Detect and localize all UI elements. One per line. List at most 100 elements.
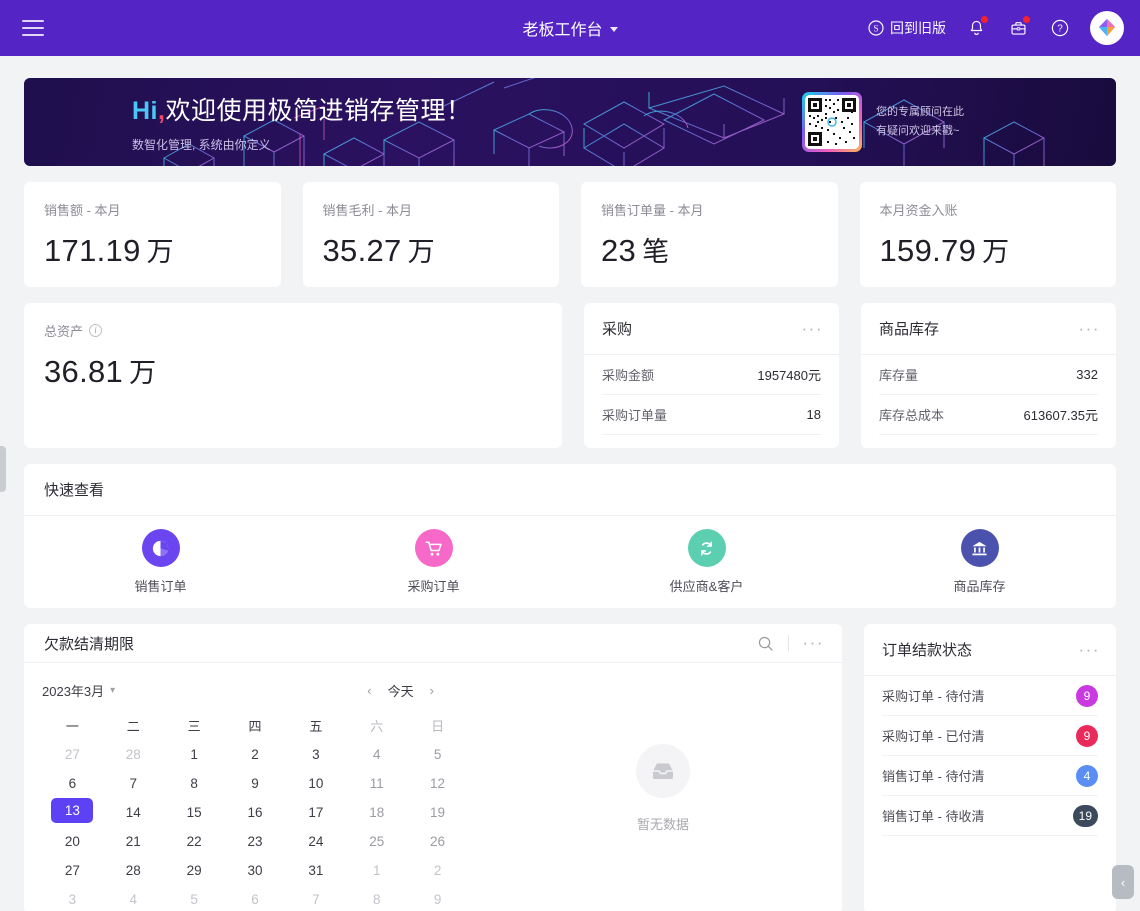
calendar-today-button[interactable]: 今天 [387,683,414,699]
calendar-day-cell[interactable]: 2 [251,747,259,762]
order-status-header: 订单结款状态 ··· [864,624,1116,676]
calendar-day-cell[interactable]: 8 [190,776,198,791]
qr-advisor-block[interactable]: 您的专属顾问在此 有疑问欢迎来戳~ [802,92,964,152]
order-status-label: 销售订单 - 待付清 [882,769,985,784]
drag-handle-icon[interactable] [0,446,6,492]
calendar-day-cell[interactable]: 17 [308,805,324,820]
calendar-day-cell[interactable]: 19 [430,805,446,820]
calendar-day-cell[interactable]: 21 [125,834,141,849]
quick-item-purchase-order[interactable]: 采购订单 [297,516,570,608]
calendar-day-cell[interactable]: 24 [308,834,324,849]
banner-headline-text: 欢迎使用极简进销存管理！ [165,97,472,125]
back-to-old-version-label: 回到旧版 [890,20,946,36]
workbench-switcher[interactable]: 老板工作台 [522,16,618,40]
calendar-day-cell[interactable]: 16 [247,805,263,820]
info-circle-icon[interactable]: i [89,324,103,337]
back-to-old-version-button[interactable]: S 回到旧版 [868,18,946,38]
calendar-day-cell[interactable]: 28 [125,747,141,762]
qr-advisor-text: 您的专属顾问在此 有疑问欢迎来戳~ [876,103,964,140]
calendar-day-cell[interactable]: 27 [64,747,80,762]
search-icon[interactable] [757,635,774,652]
calendar-day-cell[interactable]: 12 [430,776,446,791]
total-asset-number: 36.81 [44,354,124,389]
top-bar-actions: S 回到旧版 ? [868,11,1124,45]
notification-bell-button[interactable] [964,16,988,40]
quick-item-supplier-customer[interactable]: 供应商&客户 [570,516,843,608]
calendar-day-cell[interactable]: 14 [125,805,141,820]
debt-deadline-card: 欠款结清期限 ··· 2023年3月 ▾ [24,624,842,911]
calendar-day-cell[interactable]: 4 [129,892,138,907]
chevron-right-icon[interactable]: › [429,682,434,698]
qr-code-icon [805,95,859,149]
quick-item-sales-order[interactable]: 销售订单 [24,516,297,608]
stock-card-title: 商品库存 [879,321,940,338]
kpi-unit: 万 [146,237,174,267]
kpi-card-order-count[interactable]: 销售订单量 - 本月 23 笔 [581,182,838,287]
calendar-day-cell[interactable]: 29 [186,863,202,878]
kpi-card-gross-profit[interactable]: 销售毛利 - 本月 35.27 万 [302,182,559,287]
kpi-card-cash-in[interactable]: 本月资金入账 159.79 万 [859,182,1116,287]
bank-icon [960,529,999,567]
qr-code-image [805,95,859,149]
quick-item-goods-stock[interactable]: 商品库存 [843,516,1116,608]
kpi-value: 35.27 万 [323,230,540,269]
chevron-left-icon: ‹ [1120,874,1126,890]
calendar-day-cell[interactable]: 4 [372,747,381,762]
row-value: 1957480元 [757,368,821,383]
calendar-day-cell[interactable]: 26 [430,834,446,849]
list-item[interactable]: 采购订单 - 待付清 9 [882,676,1098,716]
calendar: 2023年3月 ▾ ‹ 今天 › 一二三四五六日 27 28 1 2 3 4 5 6 7 8 9 10 1… [24,663,484,911]
total-asset-value: 36.81 万 [44,351,542,390]
chevron-left-icon[interactable]: ‹ [367,682,372,698]
calendar-day-cell[interactable]: 2 [433,863,442,878]
calendar-nav: 2023年3月 ▾ ‹ 今天 › [42,675,468,705]
toolbox-icon [1010,21,1026,35]
calendar-day-cell[interactable]: 11 [369,776,384,791]
calendar-day-cell[interactable]: 6 [68,776,77,791]
list-item[interactable]: 销售订单 - 待付清 4 [882,756,1098,796]
collapse-panel-handle[interactable]: ‹ [1112,865,1134,899]
calendar-day-cell[interactable]: 31 [308,863,324,878]
calendar-day-cell[interactable]: 18 [369,805,385,820]
chevron-down-icon [609,26,618,32]
svg-text:?: ? [1057,24,1063,35]
debt-deadline-tools: ··· [757,633,824,652]
calendar-day-cell[interactable]: 20 [64,834,80,849]
calendar-day-cell[interactable]: 5 [190,892,198,907]
calendar-day-cell[interactable]: 27 [64,863,80,878]
calendar-day-cell[interactable]: 7 [312,892,320,907]
kpi-card-sales-amount[interactable]: 销售额 - 本月 171.19 万 [24,182,281,287]
calendar-day-cell[interactable]: 5 [433,747,442,762]
avatar[interactable] [1090,11,1124,45]
calendar-day-cell[interactable]: 8 [372,892,381,907]
calendar-day-cell[interactable]: 30 [247,863,263,878]
calendar-day-cell[interactable]: 13 [51,798,94,823]
more-dots-icon[interactable]: ··· [802,633,824,652]
table-row: 采购金额 1957480元 [602,355,821,395]
calendar-day-cell[interactable]: 1 [372,863,381,878]
calendar-day-cell[interactable]: 9 [433,892,442,907]
calendar-day-cell[interactable]: 1 [190,747,198,762]
more-dots-icon[interactable]: ··· [1078,639,1100,659]
calendar-day-cell[interactable]: 10 [308,776,324,791]
list-item[interactable]: 销售订单 - 待收清 19 [882,796,1098,836]
calendar-day-cell[interactable]: 15 [186,805,202,820]
toolbox-button[interactable] [1006,16,1030,40]
calendar-day-cell[interactable]: 3 [68,892,77,907]
calendar-day-cell[interactable]: 25 [369,834,385,849]
more-dots-icon[interactable]: ··· [1078,318,1100,338]
calendar-day-cell[interactable]: 23 [247,834,263,849]
calendar-day-cell[interactable]: 28 [125,863,141,878]
calendar-day-cell[interactable]: 3 [312,747,320,762]
hamburger-icon[interactable] [22,20,44,36]
calendar-day-cell[interactable]: 22 [186,834,202,849]
calendar-day-cell[interactable]: 6 [251,892,259,907]
calendar-day-cell[interactable]: 9 [251,776,259,791]
calendar-month-selector[interactable]: 2023年3月 ▾ [42,681,115,700]
total-asset-card[interactable]: 总资产 i 36.81 万 [24,303,562,448]
list-item[interactable]: 采购订单 - 已付清 9 [882,716,1098,756]
quick-view-card: 快速查看 销售订单 [24,464,1116,608]
calendar-day-cell[interactable]: 7 [129,776,138,791]
more-dots-icon[interactable]: ··· [801,318,823,338]
help-button[interactable]: ? [1048,16,1072,40]
